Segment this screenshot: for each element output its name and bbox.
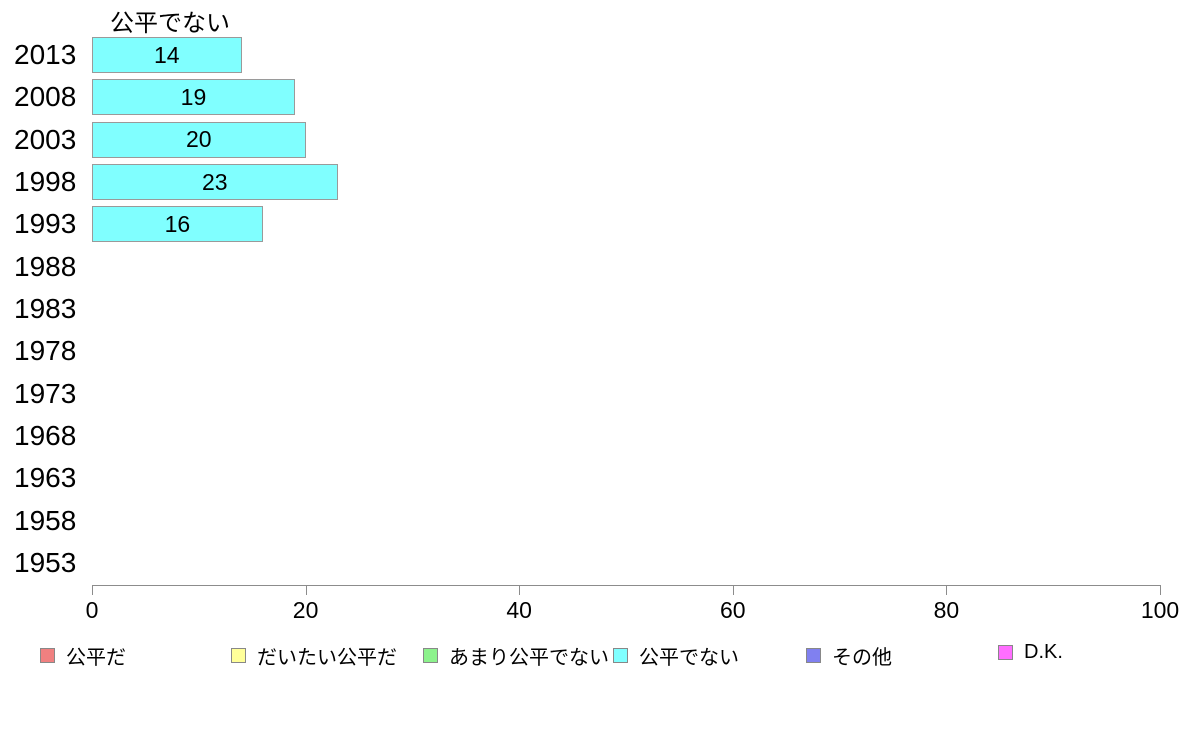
- legend-label: 公平でない: [639, 647, 739, 669]
- bar: 14: [92, 37, 242, 74]
- legend-label: だいたい公平だ: [257, 647, 397, 669]
- y-axis-label: 1953: [14, 546, 77, 578]
- legend-item: だいたい公平だ: [231, 641, 397, 670]
- bar-value-label: 20: [186, 126, 212, 153]
- y-axis-label: 2013: [14, 39, 77, 71]
- x-tick-label: 40: [506, 597, 532, 623]
- y-axis-label: 1973: [14, 377, 77, 409]
- x-tick-label: 100: [1140, 597, 1180, 623]
- y-axis-label: 1993: [14, 208, 77, 240]
- legend-label: あまり公平でない: [449, 647, 609, 669]
- legend-item: その他: [806, 641, 892, 670]
- bar: 23: [92, 164, 338, 201]
- legend-swatch: [806, 648, 821, 663]
- bar: 19: [92, 79, 295, 116]
- x-axis-line: [92, 585, 1161, 586]
- x-tick: [732, 585, 734, 595]
- legend-swatch: [231, 648, 246, 663]
- chart-title: 公平でない: [110, 10, 230, 37]
- x-tick: [92, 585, 93, 595]
- legend-swatch: [613, 648, 628, 663]
- y-axis-label: 2003: [14, 123, 77, 155]
- legend-swatch: [40, 648, 55, 663]
- legend-swatch: [998, 645, 1013, 660]
- legend-label: その他: [832, 647, 892, 669]
- legend-item: D.K.: [998, 641, 1063, 664]
- x-tick-label: 80: [933, 597, 960, 623]
- x-tick: [305, 585, 307, 595]
- y-axis-label: 1968: [14, 419, 77, 451]
- y-axis-label: 2008: [14, 81, 77, 113]
- legend-label: D.K.: [1024, 641, 1063, 663]
- y-axis-label: 1958: [14, 504, 77, 536]
- x-tick: [1160, 585, 1161, 595]
- x-tick: [519, 585, 521, 595]
- legend-item: 公平だ: [40, 641, 126, 670]
- legend-swatch: [423, 648, 438, 663]
- legend-item: あまり公平でない: [423, 641, 609, 670]
- y-axis-label: 1988: [14, 250, 77, 282]
- bar-value-label: 19: [180, 83, 207, 110]
- x-tick: [946, 585, 948, 595]
- y-axis-label: 1998: [14, 166, 77, 198]
- y-axis-label: 1978: [14, 335, 77, 367]
- x-tick-label: 20: [292, 597, 319, 623]
- bar-value-label: 14: [153, 41, 180, 68]
- y-axis-label: 1983: [14, 293, 77, 324]
- bar: 20: [92, 121, 306, 158]
- bar-value-label: 16: [164, 210, 191, 237]
- legend-label: 公平だ: [66, 647, 126, 669]
- legend-item: 公平でない: [613, 641, 739, 670]
- bar-value-label: 23: [202, 168, 228, 195]
- x-tick-label: 0: [85, 597, 99, 623]
- x-tick-label: 60: [720, 597, 746, 623]
- bar: 16: [92, 206, 263, 243]
- y-axis-label: 1963: [14, 462, 77, 494]
